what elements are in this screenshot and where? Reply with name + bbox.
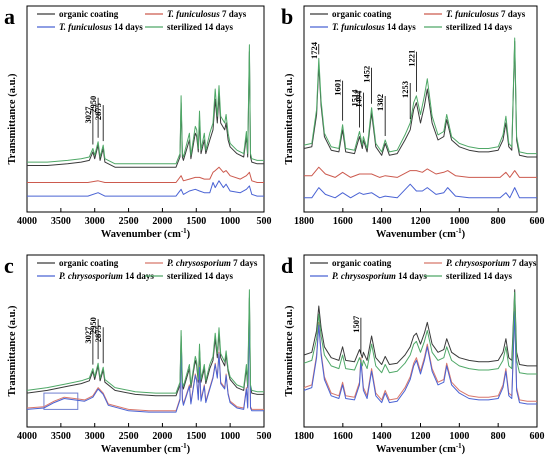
peak-label: 1382 [375, 94, 385, 111]
x-tick-label: 2000 [152, 216, 172, 227]
legend-entry: organic coating [332, 258, 392, 268]
x-tick-label: 1600 [333, 216, 353, 227]
x-tick-label: 3000 [85, 431, 105, 442]
legend-entry: P. chrysosporium 14 days [59, 271, 154, 281]
x-tick-label: 4000 [17, 216, 37, 227]
plot-frame [26, 5, 265, 213]
x-tick-label: 800 [491, 216, 506, 227]
series-line [27, 44, 264, 165]
x-tick-label: 1000 [220, 431, 240, 442]
legend-entry: organic coating [59, 9, 119, 19]
x-tick-label: 1200 [411, 431, 431, 442]
panel-letter: d [281, 253, 293, 278]
x-tick-label: 4000 [17, 431, 37, 442]
legend-entry: T. funiculosus 7 days [446, 9, 526, 19]
x-tick-label: 3000 [85, 216, 105, 227]
x-tick-label: 3500 [51, 431, 71, 442]
series-line [26, 313, 264, 412]
panel-letter: b [281, 4, 293, 29]
y-axis-label: Transmittance (a.u.) [284, 73, 295, 165]
series-line [27, 166, 264, 183]
peak-label: 1452 [362, 66, 372, 83]
y-axis-label: Transmittance (a.u.) [7, 305, 18, 397]
x-tick-label: 600 [530, 216, 545, 227]
plot-frame [26, 254, 265, 428]
legend-entry: T. funiculosus 14 days [332, 22, 416, 32]
x-tick-label: 500 [257, 216, 272, 227]
panel-a: a 4000 3500 3000 2500 2000 1500 1000 500 Wavenumb… [4, 4, 272, 240]
series-line [26, 315, 264, 413]
legend-entry: sterilized 14 days [167, 22, 233, 32]
peak-label: 2875 [93, 325, 103, 342]
x-tick-label: 1400 [372, 216, 392, 227]
legend-entry: organic coating [332, 9, 392, 19]
series-line [303, 289, 537, 367]
legend-entry: sterilized 14 days [446, 271, 512, 281]
panel-b: b 1800 1600 1400 1200 1000 800 600 Wavenumber (c… [281, 4, 545, 240]
peak-label: 1601 [333, 79, 343, 96]
peak-label: 2950 [88, 317, 98, 334]
series-line [304, 166, 537, 178]
legend-entry: P. chrysosporium 7 days [446, 258, 537, 268]
legend-entry: P. chrysosporium 14 days [332, 271, 427, 281]
x-tick-label: 1000 [449, 431, 469, 442]
series-line [304, 183, 537, 199]
x-tick-label: 2000 [152, 431, 172, 442]
series-line [27, 51, 264, 168]
peak-label: 3027 [83, 106, 93, 124]
panel-letter: a [4, 4, 15, 29]
x-tick-label: 500 [257, 431, 272, 442]
peak-label: 1514 [350, 89, 360, 107]
peak-label: 1724 [309, 41, 319, 59]
peak-label: 1507 [351, 315, 361, 333]
series-line [303, 311, 537, 405]
series-line [303, 37, 537, 155]
legend-entry: organic coating [59, 258, 119, 268]
peak-label: 1221 [406, 50, 416, 67]
x-axis-label: Wavenumber (cm-1) [376, 227, 466, 240]
x-tick-label: 1200 [411, 216, 431, 227]
panel-d: d 1800 1600 1400 1200 1000 800 600 Wavenumber (c… [281, 253, 545, 455]
series-line [303, 308, 537, 402]
x-tick-label: 1800 [294, 431, 314, 442]
x-tick-label: 3500 [51, 216, 71, 227]
peak-label: 1494 [353, 90, 363, 108]
series-line [27, 180, 264, 197]
series-line [26, 289, 264, 394]
x-axis-label: Wavenumber (cm-1) [376, 442, 466, 455]
peak-label: 2950 [88, 96, 98, 113]
panel-letter: c [4, 253, 14, 278]
series-line [26, 297, 264, 397]
plot-frame [303, 5, 538, 213]
x-tick-label: 1500 [186, 216, 206, 227]
peak-label: 2875 [93, 103, 103, 120]
peak-label: 1253 [400, 81, 410, 98]
x-tick-label: 800 [491, 431, 506, 442]
legend-entry: sterilized 14 days [167, 271, 233, 281]
x-axis-label: Wavenumber (cm-1) [101, 227, 191, 240]
x-tick-label: 1000 [449, 216, 469, 227]
x-tick-label: 1800 [294, 216, 314, 227]
y-axis-label: Transmittance (a.u.) [7, 73, 18, 165]
legend-entry: T. funiculosus 14 days [59, 22, 143, 32]
peak-label: 3027 [83, 326, 93, 344]
x-tick-label: 1000 [220, 216, 240, 227]
x-tick-label: 600 [530, 431, 545, 442]
x-tick-label: 2500 [119, 216, 139, 227]
x-axis-label: Wavenumber (cm-1) [101, 442, 191, 455]
highlight-box [43, 392, 79, 410]
x-tick-label: 2500 [119, 431, 139, 442]
x-tick-label: 1500 [186, 431, 206, 442]
legend-entry: T. funiculosus 7 days [167, 9, 247, 19]
series-line [303, 291, 537, 375]
panel-c: c 4000 3500 3000 2500 2000 1500 1000 500 Wavenumb… [4, 253, 272, 455]
series-line [303, 40, 537, 158]
legend-entry: sterilized 14 days [446, 22, 512, 32]
legend-entry: P. chrysosporium 7 days [167, 258, 258, 268]
x-tick-label: 1400 [372, 431, 392, 442]
y-axis-label: Transmittance (a.u.) [284, 305, 295, 397]
x-tick-label: 1600 [333, 431, 353, 442]
